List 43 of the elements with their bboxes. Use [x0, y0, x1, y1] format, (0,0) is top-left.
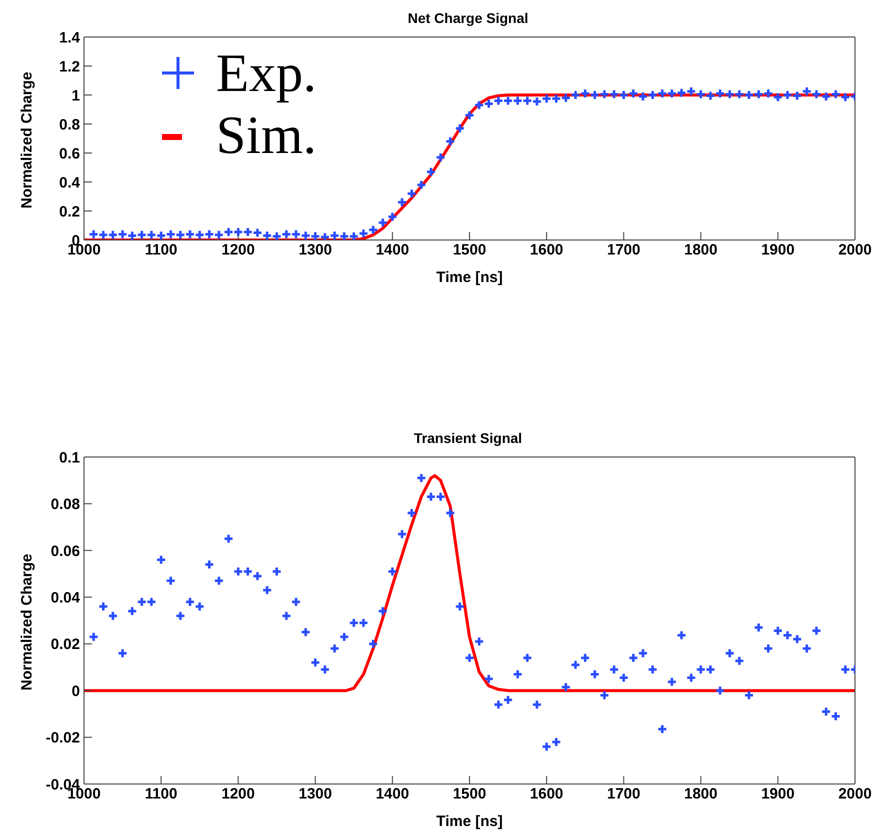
y-tick-label: -0.02: [46, 730, 80, 747]
line-series: [84, 474, 855, 692]
x-tick-label: 1400: [376, 786, 410, 803]
y-tick-label: 0.4: [59, 174, 81, 192]
x-tick-label: 1500: [452, 786, 486, 803]
y-tick-label: 0: [72, 682, 80, 700]
legend-label: Exp.: [216, 42, 316, 104]
x-tick-label: 1700: [607, 786, 640, 803]
x-tick-label: 1900: [761, 242, 795, 259]
x-tick-label: 2000: [838, 242, 872, 259]
x-tick-label: 1400: [376, 242, 410, 259]
y-tick-label: 1.4: [59, 29, 81, 46]
x-tick-label: 1300: [298, 242, 332, 259]
y-tick-label: 0.6: [59, 145, 80, 162]
y-tick-label: 0.08: [50, 496, 80, 514]
x-tick-label: 1100: [144, 786, 178, 803]
y-tick-label: 0.02: [50, 636, 80, 654]
y-axis-title: Normalized Charge: [18, 554, 36, 690]
y-tick-label: 0.1: [59, 449, 80, 466]
y-tick-label: 0.2: [59, 203, 80, 220]
x-tick-label: 1700: [607, 242, 640, 259]
x-tick-label: 1900: [761, 786, 795, 803]
y-tick-label: 1.2: [59, 58, 80, 76]
y-tick-label: 0.8: [59, 116, 80, 134]
x-tick-label: 1600: [530, 242, 564, 259]
y-tick-label: 1: [72, 87, 80, 104]
y-axis-title: Normalized Charge: [18, 72, 36, 208]
x-tick-label: 1600: [530, 786, 564, 803]
x-axis-title: Time [ns]: [436, 269, 503, 286]
legend-label: Sim.: [216, 104, 317, 166]
x-axis-title: Time [ns]: [436, 813, 503, 830]
y-tick-label: 0.04: [50, 589, 81, 606]
x-tick-label: 2000: [838, 786, 872, 803]
x-tick-label: 1800: [684, 786, 718, 803]
y-tick-label: 0.06: [50, 542, 80, 560]
chart-title: Net Charge Signal: [406, 10, 530, 26]
x-tick-label: 1100: [144, 242, 178, 259]
x-tick-label: 1800: [684, 242, 718, 259]
x-tick-label: 1200: [222, 786, 255, 803]
x-tick-label: 1500: [452, 242, 486, 259]
chart-title: Transient Signal: [412, 430, 524, 446]
x-tick-label: 1200: [222, 242, 255, 259]
x-tick-label: 1300: [298, 786, 332, 803]
